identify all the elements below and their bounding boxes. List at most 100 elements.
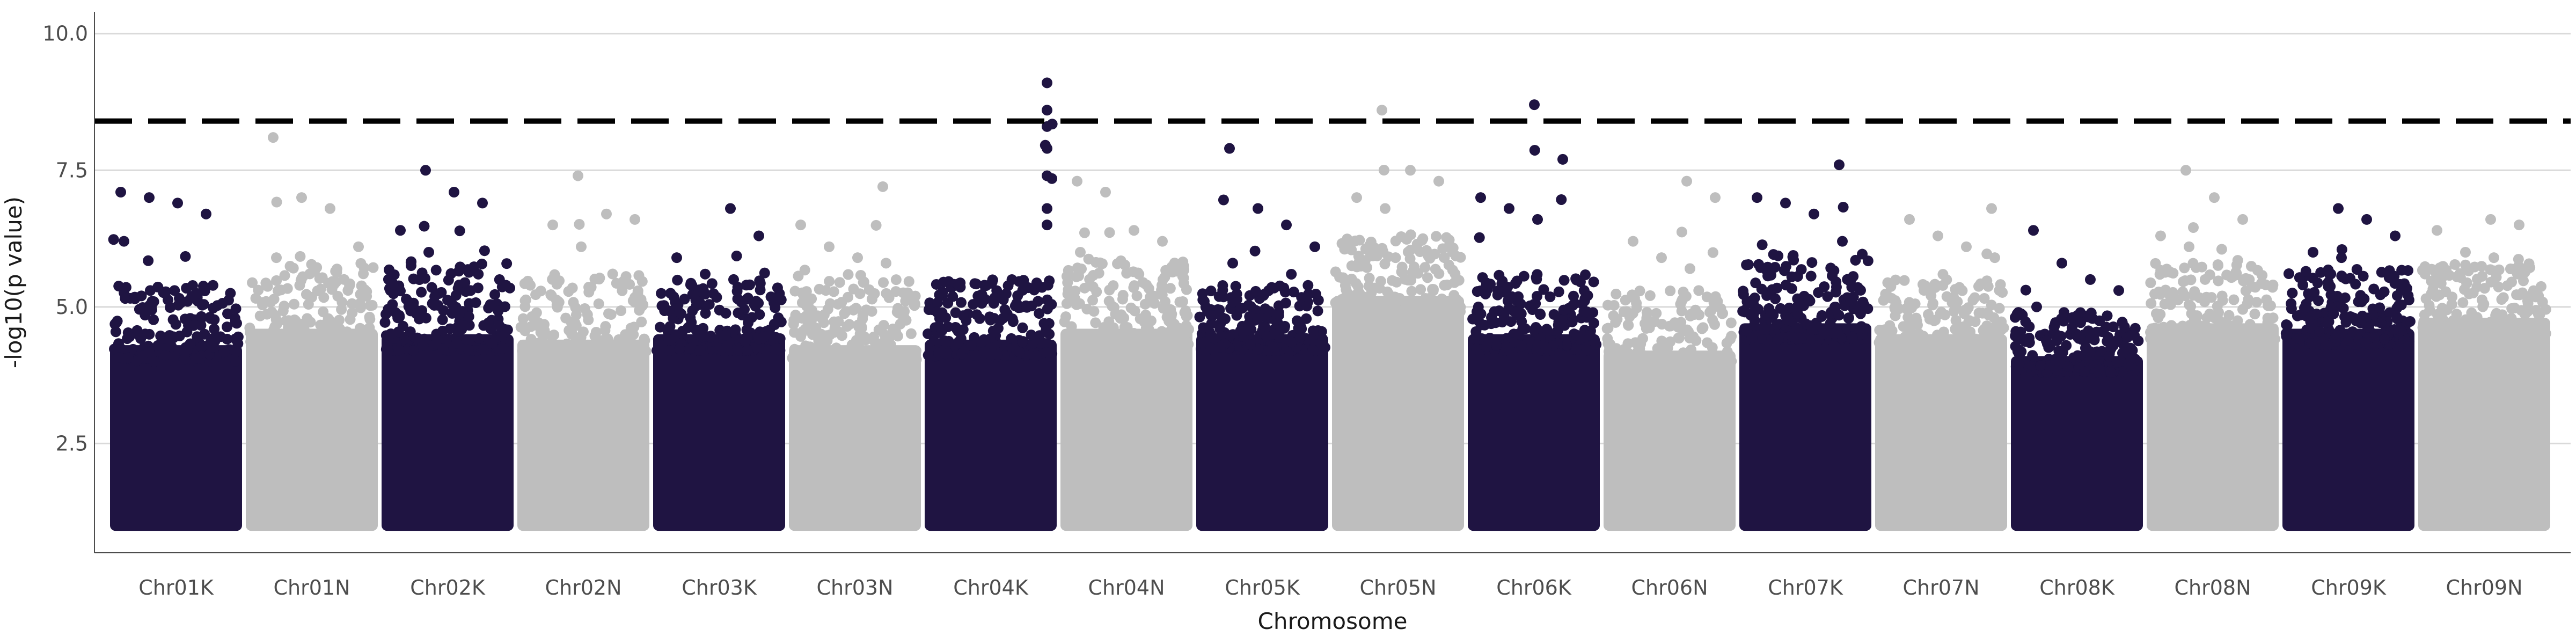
data-point: [383, 274, 394, 285]
data-point: [1365, 247, 1376, 259]
peak-point: [119, 236, 129, 247]
data-point: [2523, 258, 2535, 269]
data-point: [2490, 310, 2501, 321]
data-point: [2040, 335, 2052, 346]
data-point: [1787, 251, 1798, 262]
data-point: [2351, 264, 2362, 275]
data-point: [1713, 353, 1724, 364]
data-point: [653, 334, 664, 345]
data-point: [2449, 259, 2461, 270]
data-point: [222, 321, 233, 333]
data-point: [1829, 328, 1840, 339]
data-point: [445, 296, 456, 307]
data-point: [192, 353, 203, 364]
series-Chr01N: [244, 132, 379, 531]
data-point: [2153, 287, 2164, 298]
data-point: [832, 355, 844, 367]
data-point: [324, 314, 335, 325]
data-point: [2305, 323, 2316, 334]
data-point: [1773, 250, 1784, 261]
peak-point: [2085, 274, 2096, 285]
data-point: [1806, 257, 1818, 268]
data-point: [1531, 272, 1542, 283]
data-point: [517, 346, 528, 357]
x-tick-label: Chr02K: [410, 576, 486, 599]
data-point: [1847, 332, 1858, 343]
data-point: [1197, 294, 1209, 305]
data-point: [1825, 318, 1836, 329]
data-point: [417, 340, 428, 351]
data-point: [632, 287, 643, 298]
data-points: [108, 77, 2551, 531]
data-point: [974, 313, 985, 324]
peak-point: [1809, 208, 1819, 219]
data-point: [1404, 253, 1416, 265]
data-point: [349, 337, 360, 348]
data-point: [853, 348, 864, 359]
peak-point: [1227, 258, 1238, 269]
data-point: [2309, 287, 2320, 298]
data-point: [1579, 295, 1590, 306]
data-point: [665, 288, 676, 299]
data-point: [2401, 283, 2412, 294]
data-point: [731, 250, 742, 261]
peak-point: [852, 252, 863, 264]
series-Chr02K: [379, 165, 516, 531]
data-point: [1538, 284, 1549, 295]
data-point: [1612, 313, 1623, 325]
data-point: [2490, 265, 2501, 276]
data-point: [1031, 277, 1042, 289]
peak-point: [1656, 252, 1667, 264]
data-point: [403, 301, 414, 312]
data-point: [992, 323, 1004, 334]
data-point: [394, 286, 406, 297]
data-point: [2468, 287, 2479, 298]
peak-point: [1433, 175, 1444, 187]
data-point: [1430, 264, 1441, 275]
data-point: [2231, 269, 2242, 281]
data-point: [1118, 312, 1130, 324]
data-point: [672, 274, 683, 286]
series-Chr02N: [515, 170, 652, 531]
data-point: [2094, 364, 2105, 375]
data-point: [2105, 343, 2117, 354]
data-point: [866, 294, 877, 305]
data-point: [1128, 266, 1139, 277]
data-point: [1502, 282, 1513, 293]
data-point: [115, 343, 127, 354]
data-point: [1485, 279, 1496, 290]
data-point: [2104, 351, 2115, 362]
data-point: [2325, 289, 2337, 301]
data-point: [1355, 260, 1366, 272]
dense-points-block: [1875, 334, 2007, 531]
data-point: [665, 334, 676, 346]
peak-point: [1710, 192, 1721, 203]
data-point: [288, 319, 299, 330]
data-point: [2072, 350, 2083, 361]
data-point: [800, 323, 811, 334]
data-point: [2314, 326, 2325, 337]
data-point: [1354, 235, 1365, 246]
data-point: [169, 285, 180, 296]
data-point: [2213, 275, 2224, 287]
data-point: [989, 313, 1000, 324]
data-point: [622, 332, 633, 343]
series-Chr07N: [1874, 203, 2009, 531]
data-point: [1492, 289, 1503, 301]
data-point: [257, 299, 268, 311]
data-point: [1686, 348, 1697, 359]
x-tick-labels: Chr01K Chr01N Chr02K Chr02N Chr03K Chr03N Chr0…: [138, 576, 2522, 599]
data-point: [854, 288, 866, 299]
series-Chr07K: [1737, 159, 1874, 531]
data-point: [2010, 312, 2021, 323]
data-point: [1529, 144, 1540, 156]
data-point: [1690, 304, 1701, 316]
data-point: [1091, 333, 1102, 344]
data-point: [1701, 361, 1712, 372]
data-point: [1072, 262, 1083, 274]
data-point: [685, 342, 697, 354]
peak-point: [1504, 203, 1514, 214]
peak-point: [2184, 241, 2194, 252]
data-point: [1578, 285, 1590, 296]
data-point: [1918, 331, 1929, 342]
